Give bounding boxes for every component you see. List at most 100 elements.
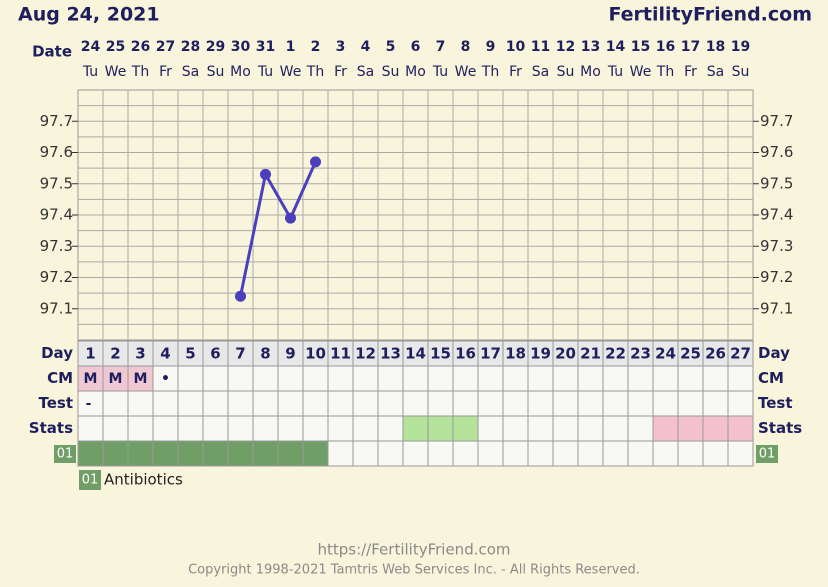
day-cell bbox=[177, 340, 204, 367]
day-label: 3 bbox=[135, 345, 145, 363]
y-tick-label: 97.1 bbox=[40, 299, 73, 317]
weekday-label: Su bbox=[207, 64, 225, 80]
day-label: 9 bbox=[285, 345, 295, 363]
stats-cell bbox=[452, 415, 479, 442]
row-label: Stats bbox=[758, 419, 802, 437]
weekday-label: Fr bbox=[334, 64, 347, 80]
cm-value: • bbox=[161, 371, 170, 387]
row-label: Date bbox=[32, 43, 72, 61]
stats-cell bbox=[602, 415, 629, 442]
stats-cell bbox=[502, 415, 529, 442]
y-tick-label: 97.3 bbox=[760, 237, 793, 255]
cm-cell bbox=[402, 365, 429, 392]
stats-cell bbox=[352, 415, 379, 442]
cm-cell bbox=[102, 365, 129, 392]
med-cell bbox=[377, 440, 404, 467]
copyright: Copyright 1998-2021 Tamtris Web Services… bbox=[188, 563, 640, 578]
med-code-box bbox=[54, 445, 76, 463]
y-tick-label: 97.5 bbox=[760, 174, 793, 192]
med-cell bbox=[677, 440, 704, 467]
stats-cell bbox=[652, 415, 679, 442]
day-cell bbox=[302, 340, 329, 367]
weekday-label: Tu bbox=[607, 64, 623, 80]
legend-box bbox=[79, 470, 101, 490]
med-cell bbox=[202, 440, 229, 467]
y-tick-label: 97.2 bbox=[760, 268, 793, 286]
day-label: 5 bbox=[185, 345, 195, 363]
stats-cell bbox=[77, 415, 104, 442]
stats-cell bbox=[402, 415, 429, 442]
date-label: 26 bbox=[131, 39, 150, 55]
day-cell bbox=[352, 340, 379, 367]
date-label: 24 bbox=[81, 39, 101, 55]
row-label: CM bbox=[758, 369, 784, 387]
weekday-label: We bbox=[105, 64, 127, 80]
date-label: 7 bbox=[436, 39, 446, 55]
day-cell bbox=[277, 340, 304, 367]
day-label: 2 bbox=[110, 345, 120, 363]
y-tick-label: 97.4 bbox=[760, 206, 793, 224]
row-label: Day bbox=[41, 344, 73, 362]
stats-cell bbox=[177, 415, 204, 442]
y-tick-label: 97.6 bbox=[760, 143, 793, 161]
weekday-label: Mo bbox=[230, 64, 251, 80]
med-cell bbox=[527, 440, 554, 467]
weekday-label: Tu bbox=[257, 64, 273, 80]
weekday-label: Su bbox=[557, 64, 575, 80]
cm-cell bbox=[352, 365, 379, 392]
test-cell bbox=[377, 390, 404, 417]
test-cell bbox=[152, 390, 179, 417]
med-cell bbox=[427, 440, 454, 467]
cm-cell bbox=[627, 365, 654, 392]
med-cell bbox=[727, 440, 754, 467]
temperature-point bbox=[235, 290, 246, 302]
y-tick-label: 97.7 bbox=[40, 112, 73, 130]
date-label: 8 bbox=[461, 39, 471, 55]
cm-cell bbox=[177, 365, 204, 392]
date-label: 19 bbox=[731, 39, 750, 55]
date-label: 14 bbox=[606, 39, 626, 55]
stats-cell bbox=[227, 415, 254, 442]
date-label: 5 bbox=[386, 39, 396, 55]
date-label: 29 bbox=[206, 39, 225, 55]
weekday-label: Sa bbox=[357, 64, 374, 80]
day-label: 19 bbox=[530, 345, 551, 363]
day-cell bbox=[377, 340, 404, 367]
stats-cell bbox=[327, 415, 354, 442]
weekday-label: Tu bbox=[82, 64, 98, 80]
stats-cell bbox=[152, 415, 179, 442]
med-cell bbox=[352, 440, 379, 467]
cm-cell bbox=[602, 365, 629, 392]
footer-url: https://FertilityFriend.com bbox=[317, 541, 510, 559]
test-cell bbox=[252, 390, 279, 417]
cm-cell bbox=[652, 365, 679, 392]
date-label: 10 bbox=[506, 39, 526, 55]
test-cell bbox=[602, 390, 629, 417]
med-cell bbox=[227, 440, 254, 467]
y-tick-label: 97.2 bbox=[40, 268, 73, 286]
day-label: 25 bbox=[680, 345, 701, 363]
day-cell bbox=[77, 340, 104, 367]
test-cell bbox=[702, 390, 729, 417]
med-code: 01 bbox=[759, 447, 776, 462]
test-cell bbox=[202, 390, 229, 417]
date-label: 28 bbox=[181, 39, 200, 55]
day-label: 8 bbox=[260, 345, 270, 363]
weekday-label: Su bbox=[382, 64, 400, 80]
cm-cell bbox=[477, 365, 504, 392]
row-label: Test bbox=[758, 394, 793, 412]
day-label: 14 bbox=[405, 345, 426, 363]
test-cell bbox=[652, 390, 679, 417]
day-label: 26 bbox=[705, 345, 726, 363]
test-cell bbox=[527, 390, 554, 417]
stats-cell bbox=[302, 415, 329, 442]
test-cell bbox=[477, 390, 504, 417]
weekday-label: Sa bbox=[182, 64, 199, 80]
day-cell bbox=[427, 340, 454, 367]
day-cell bbox=[652, 340, 679, 367]
test-cell bbox=[452, 390, 479, 417]
day-cell bbox=[552, 340, 579, 367]
date-label: 9 bbox=[486, 39, 496, 55]
med-cell bbox=[477, 440, 504, 467]
med-cell bbox=[77, 440, 104, 467]
